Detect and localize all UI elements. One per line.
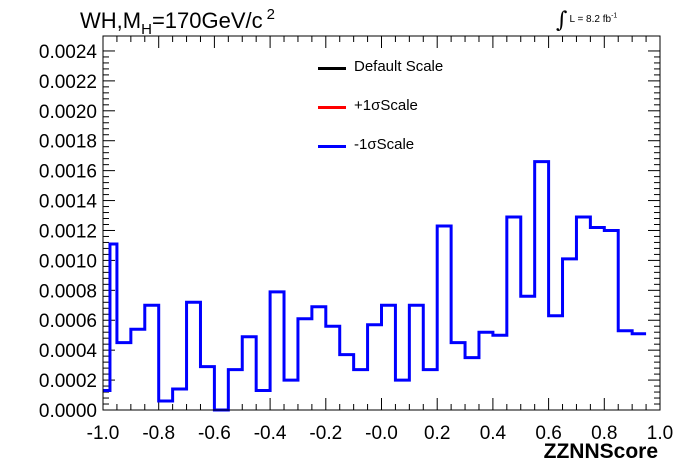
plot-frame xyxy=(102,35,661,411)
y-tick-label: 0.0012 xyxy=(39,221,97,242)
legend-swatch-minus xyxy=(318,145,346,148)
x-tick-label: 0.8 xyxy=(591,423,617,444)
y-tick-label: 0.0010 xyxy=(39,251,97,272)
legend-swatch-plus xyxy=(318,106,346,109)
y-tick-label: 0.0024 xyxy=(39,42,98,63)
y-tick-label: 0.0002 xyxy=(39,371,97,392)
y-tick-label: 0.0004 xyxy=(39,341,98,362)
series-layer xyxy=(103,160,647,412)
x-tick-label: 1.0 xyxy=(647,423,673,444)
series-line-minus-1sigma xyxy=(103,160,647,412)
y-tick-label: 0.0014 xyxy=(39,192,98,213)
luminosity-text: L = 8.2 fb xyxy=(569,14,612,25)
x-axis-label: ZZNNScore xyxy=(543,440,658,463)
y-tick-label: 0.0006 xyxy=(39,311,97,332)
axes-group: 0.0000 0.0002 0.0004 0.0006 0.0008 0.0010 0.00… xyxy=(39,36,673,444)
y-tick-label: 0.0000 xyxy=(39,401,97,422)
legend-swatch-default xyxy=(318,67,346,70)
legend-label-minus: -1σScale xyxy=(354,136,415,153)
title-rest: =170GeV/c xyxy=(151,8,263,33)
x-tick-label: -0.2 xyxy=(309,423,342,444)
title-subscript: H xyxy=(141,21,152,38)
legend-label-plus: +1σScale xyxy=(354,97,418,114)
y-tick-label: 0.0020 xyxy=(39,102,97,123)
x-tick-label: -0.0 xyxy=(365,423,398,444)
x-tick-label: 0.6 xyxy=(535,423,561,444)
luminosity-label: ∫ L = 8.2 fb-1 xyxy=(556,8,617,33)
y-tick-label: 0.0008 xyxy=(39,281,97,302)
x-tick-label: 0.2 xyxy=(424,423,450,444)
integral-icon: ∫ xyxy=(556,8,568,33)
legend-label-default: Default Scale xyxy=(354,58,444,75)
y-tick-label: 0.0016 xyxy=(39,162,97,183)
y-tick-label: 0.0018 xyxy=(39,132,97,153)
x-tick-label: -0.4 xyxy=(254,423,287,444)
chart-title: WH,MH=170GeV/c 2 xyxy=(80,6,275,38)
x-tick-label: -0.6 xyxy=(198,423,231,444)
luminosity-unit-exponent: -1 xyxy=(611,12,618,20)
x-tick-label: 0.4 xyxy=(480,423,507,444)
y-tick-label: 0.0022 xyxy=(39,72,97,93)
x-tick-label: -1.0 xyxy=(87,423,120,444)
title-superscript: 2 xyxy=(266,6,275,23)
title-main: WH,M xyxy=(80,8,142,33)
x-tick-label: -0.8 xyxy=(142,423,175,444)
